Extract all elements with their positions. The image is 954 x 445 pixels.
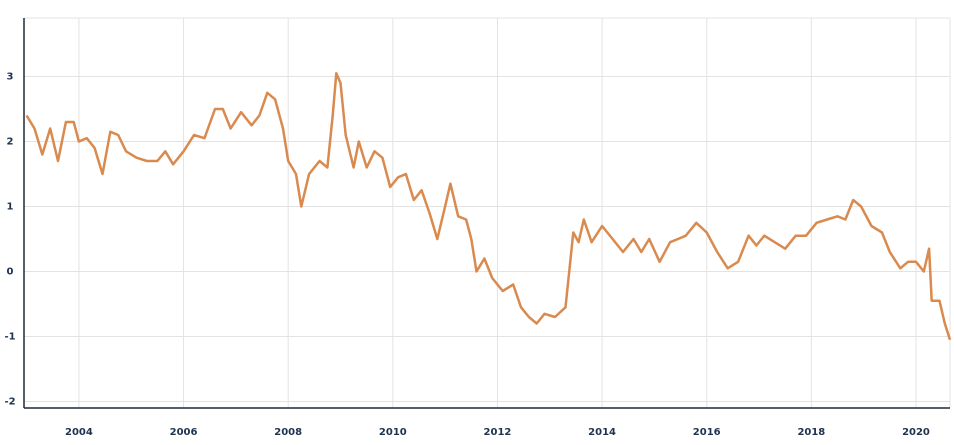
data-line xyxy=(25,72,952,341)
x-tick-label: 2010 xyxy=(379,427,407,438)
x-tick-label: 2018 xyxy=(797,427,825,438)
y-tick-label: 2 xyxy=(7,137,14,148)
x-tick-label: 2004 xyxy=(65,427,93,438)
y-tick-label: 1 xyxy=(7,202,14,213)
y-tick-label: 3 xyxy=(7,72,14,83)
y-tick-label: -1 xyxy=(4,332,15,343)
x-tick-label: 2014 xyxy=(588,427,616,438)
x-tick-label: 2016 xyxy=(693,427,721,438)
y-tick-label: -2 xyxy=(4,397,15,408)
y-tick-label: 0 xyxy=(7,267,14,278)
x-tick-label: 2006 xyxy=(170,427,198,438)
x-tick-label: 2012 xyxy=(484,427,512,438)
x-tick-label: 2020 xyxy=(902,427,930,438)
x-tick-label: 2008 xyxy=(274,427,302,438)
